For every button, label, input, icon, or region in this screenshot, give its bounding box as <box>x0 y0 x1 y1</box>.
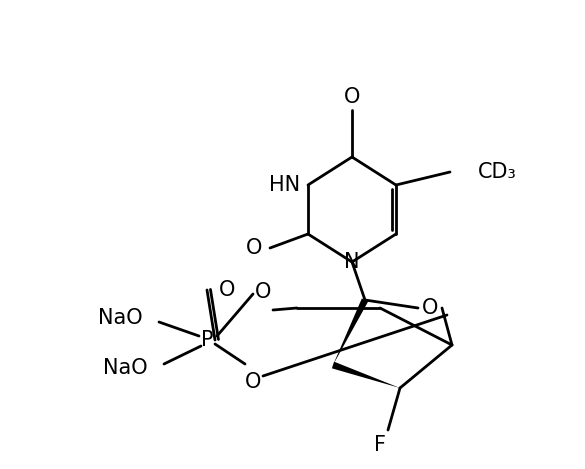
Polygon shape <box>333 298 368 365</box>
Text: O: O <box>255 282 271 302</box>
Text: F: F <box>374 435 386 455</box>
Text: NaO: NaO <box>98 308 143 328</box>
Polygon shape <box>332 362 400 388</box>
Text: CD₃: CD₃ <box>478 162 517 182</box>
Text: O: O <box>245 372 261 392</box>
Text: O: O <box>422 298 438 318</box>
Text: O: O <box>246 238 262 258</box>
Text: O: O <box>219 280 235 300</box>
Text: O: O <box>344 87 360 107</box>
Text: P: P <box>201 330 214 350</box>
Text: NaO: NaO <box>104 358 148 378</box>
Text: N: N <box>344 252 360 272</box>
Text: HN: HN <box>269 175 300 195</box>
